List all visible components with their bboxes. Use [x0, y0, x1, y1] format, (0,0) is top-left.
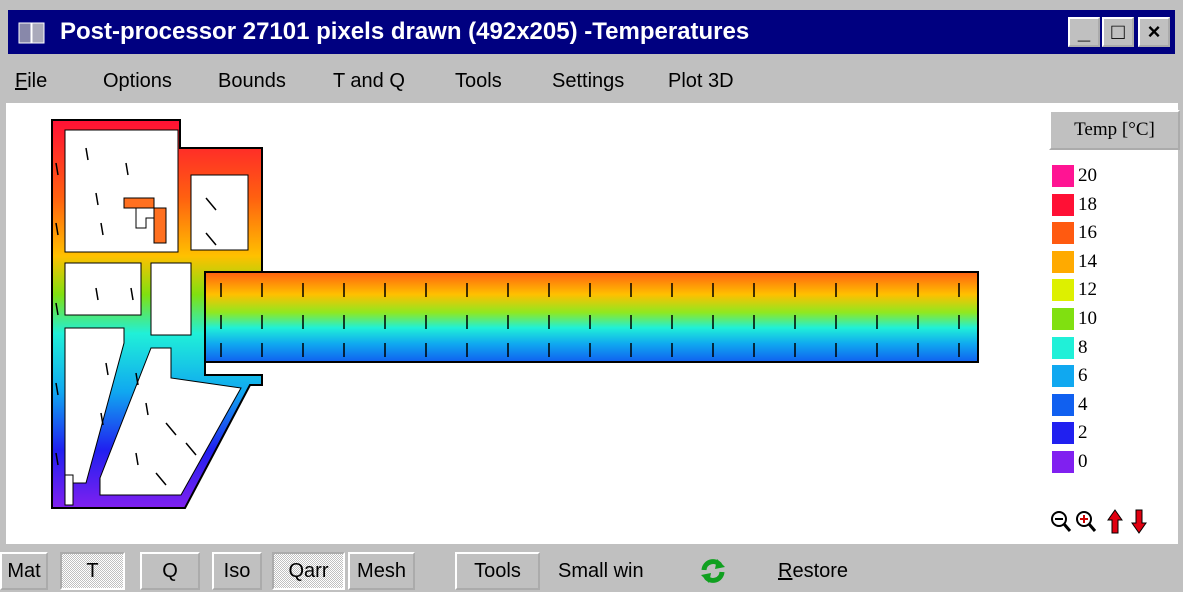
flow-arrow: [205, 197, 217, 211]
toolbar-button[interactable]: Q: [140, 552, 200, 590]
flow-arrow: [165, 422, 177, 436]
toolbar-button[interactable]: Iso: [212, 552, 262, 590]
legend-swatch: [1052, 422, 1074, 445]
toolbar-button[interactable]: Mesh: [348, 552, 415, 590]
cavity: [190, 174, 249, 251]
heat-flow-arrows: [55, 147, 960, 486]
flow-arrow: [130, 287, 134, 301]
legend-swatch: [1052, 336, 1074, 359]
legend-swatch: [1052, 193, 1074, 216]
toolbar-button[interactable]: Qarr: [272, 552, 345, 590]
flow-arrow: [55, 162, 59, 176]
flow-arrow: [105, 362, 109, 376]
legend-title[interactable]: Temp [°C]: [1049, 110, 1180, 150]
legend-item: 4: [1052, 393, 1088, 422]
slab: [204, 271, 979, 363]
legend-swatch: [1052, 250, 1074, 273]
cavity: [150, 262, 192, 336]
flow-arrow: [55, 382, 59, 396]
legend-label: 18: [1078, 193, 1097, 215]
temperature-plot: [51, 119, 979, 509]
flow-arrow: [55, 222, 59, 236]
legend-item: 6: [1052, 365, 1088, 393]
legend-swatch: [1052, 308, 1074, 330]
legend-label: 14: [1078, 250, 1097, 272]
legend-swatch: [1052, 279, 1074, 302]
legend-item: 2: [1052, 422, 1088, 450]
cavity: [64, 474, 74, 506]
flow-arrow: [155, 472, 167, 486]
flow-arrow: [135, 372, 139, 386]
legend-label: 16: [1078, 222, 1097, 244]
flow-arrow: [185, 442, 197, 456]
legend-item: 16: [1052, 222, 1097, 250]
menu-item[interactable]: Tools: [455, 70, 502, 92]
legend-label: 2: [1078, 422, 1088, 444]
flow-arrow: [125, 162, 129, 176]
window-title: Post-processor 27101 pixels drawn (492x2…: [60, 18, 750, 45]
legend-item: 10: [1052, 308, 1097, 336]
flow-arrow: [55, 452, 59, 466]
small-win-button[interactable]: Small win: [558, 560, 644, 582]
menu-item[interactable]: Settings: [552, 70, 625, 92]
flow-arrow: [135, 452, 139, 466]
legend-label: 20: [1078, 165, 1097, 186]
flow-arrow: [145, 402, 149, 416]
legend-label: 4: [1078, 393, 1088, 415]
menu-item[interactable]: Bounds: [218, 70, 286, 92]
menu-item[interactable]: Options: [103, 70, 172, 92]
legend-item: 14: [1052, 250, 1097, 279]
toolbar-button[interactable]: T: [60, 552, 125, 590]
insert-hole: [135, 207, 155, 229]
app-icon: [18, 22, 45, 44]
legend-swatch: [1052, 393, 1074, 416]
legend-item: 8: [1052, 336, 1088, 365]
maximize-button[interactable]: □: [1102, 17, 1134, 47]
plot-area: Temp [°C] 20 18 16 14 12 10 8 6 4 2 0: [6, 103, 1180, 544]
toolbar-button[interactable]: Tools: [455, 552, 540, 590]
restore-button[interactable]: Restore: [778, 560, 849, 582]
legend-label: 6: [1078, 365, 1088, 387]
zoom-in[interactable]: [1076, 511, 1097, 532]
title-bar: Post-processor 27101 pixels drawn (492x2…: [8, 10, 1175, 54]
flow-arrow: [100, 412, 104, 426]
arrow-up[interactable]: [1107, 509, 1123, 534]
minimize-button[interactable]: _: [1068, 17, 1100, 47]
legend-item: 18: [1052, 193, 1097, 222]
legend-swatch: [1052, 451, 1074, 473]
legend-swatch: [1052, 165, 1074, 187]
menu-item[interactable]: Plot 3D: [668, 70, 734, 92]
legend-item: 0: [1052, 451, 1088, 479]
legend-item: 20: [1052, 165, 1097, 193]
menu-item[interactable]: T and Q: [333, 70, 405, 92]
flow-arrow: [205, 232, 217, 246]
flow-arrow: [100, 222, 104, 236]
legend-label: 8: [1078, 336, 1088, 358]
cavity: [64, 262, 142, 316]
legend-item: 12: [1052, 279, 1097, 307]
flow-arrow: [95, 287, 99, 301]
flow-arrow: [85, 147, 89, 161]
toolbar-button[interactable]: Mat: [0, 552, 48, 590]
cavity: [99, 347, 242, 496]
flow-arrow: [55, 302, 59, 316]
legend-label: 10: [1078, 308, 1097, 329]
close-button[interactable]: ×: [1138, 17, 1170, 47]
legend-label: 0: [1078, 451, 1088, 472]
cavity: [64, 327, 125, 484]
arrow-down[interactable]: [1131, 509, 1147, 534]
flow-arrow: [95, 192, 99, 206]
refresh-icon[interactable]: [700, 558, 726, 584]
legend-label: 12: [1078, 279, 1097, 301]
menu-item[interactable]: File: [15, 70, 48, 92]
zoom-out[interactable]: [1051, 511, 1072, 532]
legend-swatch: [1052, 222, 1074, 245]
zoom-tools: [1051, 509, 1147, 534]
insert: [123, 197, 167, 244]
legend-swatch: [1052, 365, 1074, 388]
